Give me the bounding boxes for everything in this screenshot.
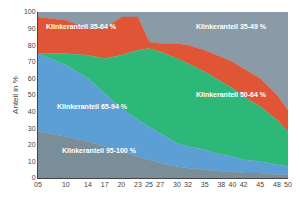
svg-text:23: 23 xyxy=(134,181,142,188)
svg-text:25: 25 xyxy=(145,181,153,188)
svg-text:32: 32 xyxy=(184,181,192,188)
svg-text:Klinkeranteil 35-64 %: Klinkeranteil 35-64 % xyxy=(46,23,117,30)
svg-text:27: 27 xyxy=(156,181,164,188)
svg-text:42: 42 xyxy=(240,181,248,188)
svg-text:70: 70 xyxy=(28,58,36,65)
svg-text:05: 05 xyxy=(34,181,42,188)
svg-text:50: 50 xyxy=(28,91,36,98)
svg-text:Klinkeranteil 95-100 %: Klinkeranteil 95-100 % xyxy=(62,147,137,154)
svg-text:35: 35 xyxy=(201,181,209,188)
svg-text:20: 20 xyxy=(117,181,125,188)
svg-text:30: 30 xyxy=(173,181,181,188)
svg-text:60: 60 xyxy=(28,75,36,82)
svg-text:14: 14 xyxy=(84,181,92,188)
svg-text:10: 10 xyxy=(28,158,36,165)
svg-text:30: 30 xyxy=(28,125,36,132)
svg-text:40: 40 xyxy=(229,181,237,188)
svg-text:80: 80 xyxy=(28,42,36,49)
svg-text:40: 40 xyxy=(28,108,36,115)
svg-text:20: 20 xyxy=(28,141,36,148)
svg-text:45: 45 xyxy=(256,181,264,188)
svg-text:Klinkeranteil 65-94 %: Klinkeranteil 65-94 % xyxy=(57,103,128,110)
svg-text:38: 38 xyxy=(217,181,225,188)
svg-text:Anteil in %: Anteil in % xyxy=(11,76,20,114)
svg-text:17: 17 xyxy=(101,181,109,188)
svg-text:Klinkeranteil 50-64 %: Klinkeranteil 50-64 % xyxy=(196,91,267,98)
svg-text:48: 48 xyxy=(273,181,281,188)
svg-text:50: 50 xyxy=(284,181,292,188)
svg-text:10: 10 xyxy=(62,181,70,188)
svg-text:0: 0 xyxy=(32,174,36,181)
svg-text:100: 100 xyxy=(24,8,36,15)
svg-text:90: 90 xyxy=(28,25,36,32)
svg-text:Klinkeranteil 35-49 %: Klinkeranteil 35-49 % xyxy=(196,23,267,30)
